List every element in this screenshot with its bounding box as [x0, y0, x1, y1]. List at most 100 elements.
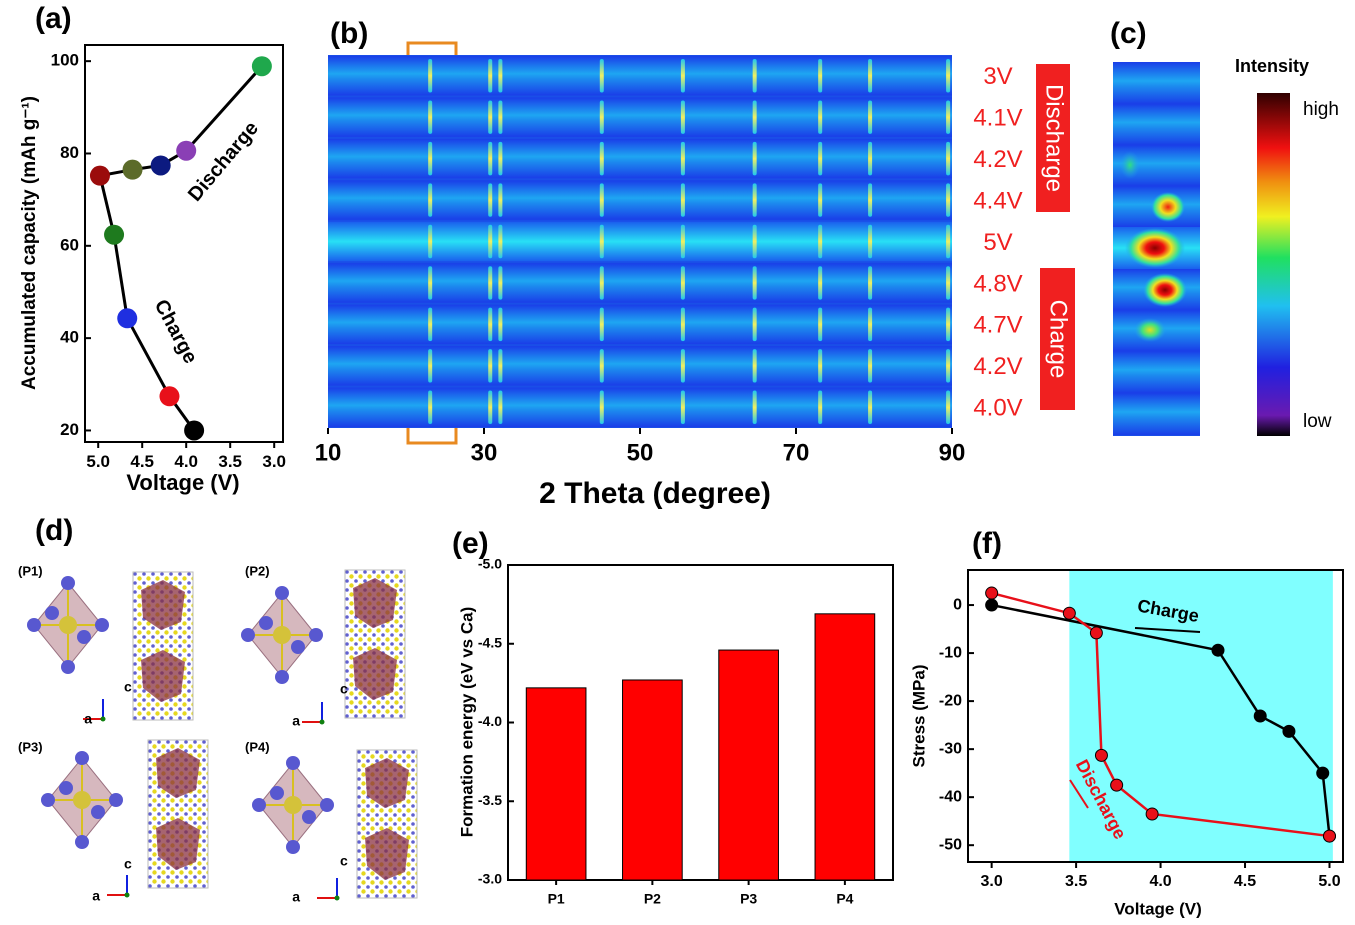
- diffraction-peak: [818, 141, 823, 176]
- data-point: [985, 586, 999, 600]
- model-label: (P2): [245, 563, 270, 578]
- diffraction-peak: [599, 100, 604, 134]
- diffraction-peak: [599, 59, 604, 93]
- colorbar-label: low: [1303, 411, 1332, 432]
- x-axis-label: 2 Theta (degree): [539, 477, 771, 510]
- axes-glyph: [316, 877, 341, 902]
- diffraction-peak: [428, 100, 433, 134]
- bar: [525, 687, 587, 881]
- diffraction-peak: [868, 307, 873, 342]
- y-tick-label: -3.0: [478, 871, 502, 887]
- heatmap-row: [328, 346, 952, 386]
- diffraction-peak: [752, 100, 757, 134]
- data-point: [184, 420, 205, 441]
- data-point: [985, 598, 999, 612]
- diffraction-peak: [752, 59, 757, 93]
- row-label: 4.1V: [973, 105, 1022, 132]
- axis-label: a: [92, 888, 100, 904]
- polyhedron: [40, 750, 124, 850]
- diffraction-peak: [599, 183, 604, 217]
- diffraction-peak: [488, 349, 493, 383]
- x-tick-label: 3.5: [1065, 873, 1087, 890]
- diffraction-peak: [680, 224, 685, 259]
- diffraction-peak: [498, 390, 503, 424]
- annotation: Discharge: [184, 117, 263, 205]
- diffraction-peak: [488, 183, 493, 217]
- diffraction-peak: [428, 390, 433, 424]
- axis-label: c: [124, 679, 132, 695]
- diffraction-peak: [428, 183, 433, 217]
- model-label: (P3): [18, 739, 43, 754]
- diffraction-peak: [752, 183, 757, 217]
- arrow: [1069, 779, 1089, 809]
- diffraction-peak: [752, 266, 757, 300]
- structures: (P1) c a (P2) c a (P3) c a (P4) c a: [18, 563, 418, 905]
- data-point: [1316, 766, 1330, 780]
- annotation: Charge: [150, 296, 202, 367]
- diffraction-peak: [428, 224, 433, 259]
- y-axis-label: Accumulated capacity (mAh g⁻¹): [19, 96, 40, 390]
- colorbar-title: Intensity: [1235, 56, 1309, 76]
- diffraction-peak: [599, 307, 604, 342]
- y-tick-label: -10: [939, 644, 962, 661]
- diffraction-peak: [488, 390, 493, 424]
- model-label: (P1): [18, 563, 43, 578]
- y-tick-label: 100: [51, 51, 79, 70]
- x-tick-label: 4.0: [174, 452, 198, 471]
- diffraction-peak: [488, 141, 493, 176]
- series-line: [991, 603, 1331, 837]
- model-label: (P4): [245, 739, 270, 754]
- crystal-cell: [356, 749, 418, 899]
- diffraction-peak: [946, 349, 951, 383]
- series-line: [98, 65, 263, 432]
- crystal-cell: [147, 739, 209, 889]
- diffraction-peak: [680, 141, 685, 176]
- data-point: [176, 140, 197, 161]
- diffraction-peak: [752, 307, 757, 342]
- diffraction-peak: [818, 183, 823, 217]
- panel-label: (b): [330, 17, 368, 50]
- row-label: 5V: [983, 229, 1012, 256]
- colorbar-label: high: [1303, 99, 1339, 120]
- diffraction-peak: [428, 59, 433, 93]
- diffraction-peak: [868, 141, 873, 176]
- diffraction-peak: [868, 59, 873, 93]
- group-box: [1036, 64, 1070, 212]
- diffraction-peak: [599, 349, 604, 383]
- heatmap-row: [328, 138, 952, 179]
- diffraction-peak: [868, 390, 873, 424]
- y-tick-label: -3.5: [478, 792, 502, 808]
- intensity-strip: [1113, 62, 1200, 436]
- heatmap-row: [328, 97, 952, 137]
- data-point: [104, 224, 125, 245]
- diffraction-peak: [946, 224, 951, 259]
- diffraction-peak: [946, 183, 951, 217]
- diffraction-peak: [428, 307, 433, 342]
- diffraction-peak: [680, 183, 685, 217]
- panel-label: (c): [1110, 17, 1147, 50]
- diffraction-peak: [818, 349, 823, 383]
- x-tick-label: 30: [471, 439, 498, 466]
- diffraction-peak: [498, 183, 503, 217]
- y-tick-label: 20: [60, 420, 79, 439]
- data-point: [159, 386, 180, 407]
- diffraction-peak: [488, 224, 493, 259]
- diffraction-peak: [599, 141, 604, 176]
- data-point: [89, 165, 110, 186]
- heatmap-row: [328, 221, 952, 262]
- data-point: [1322, 829, 1336, 843]
- heatmap-row: [328, 304, 952, 345]
- diffraction-peak: [498, 141, 503, 176]
- x-tick-label: P1: [548, 891, 565, 907]
- panel-label: (d): [35, 514, 73, 547]
- y-tick-label: -5.0: [478, 556, 502, 572]
- data-point: [1253, 709, 1267, 723]
- x-tick-label: P2: [644, 891, 661, 907]
- y-tick-label: 60: [60, 235, 79, 254]
- y-axis-label: Stress (MPa): [909, 665, 928, 768]
- x-axis-label: Voltage (V): [126, 470, 239, 495]
- row-label: 4.8V: [973, 270, 1022, 297]
- diffraction-peak: [599, 390, 604, 424]
- diffraction-peak: [752, 390, 757, 424]
- polyhedron: [240, 585, 324, 685]
